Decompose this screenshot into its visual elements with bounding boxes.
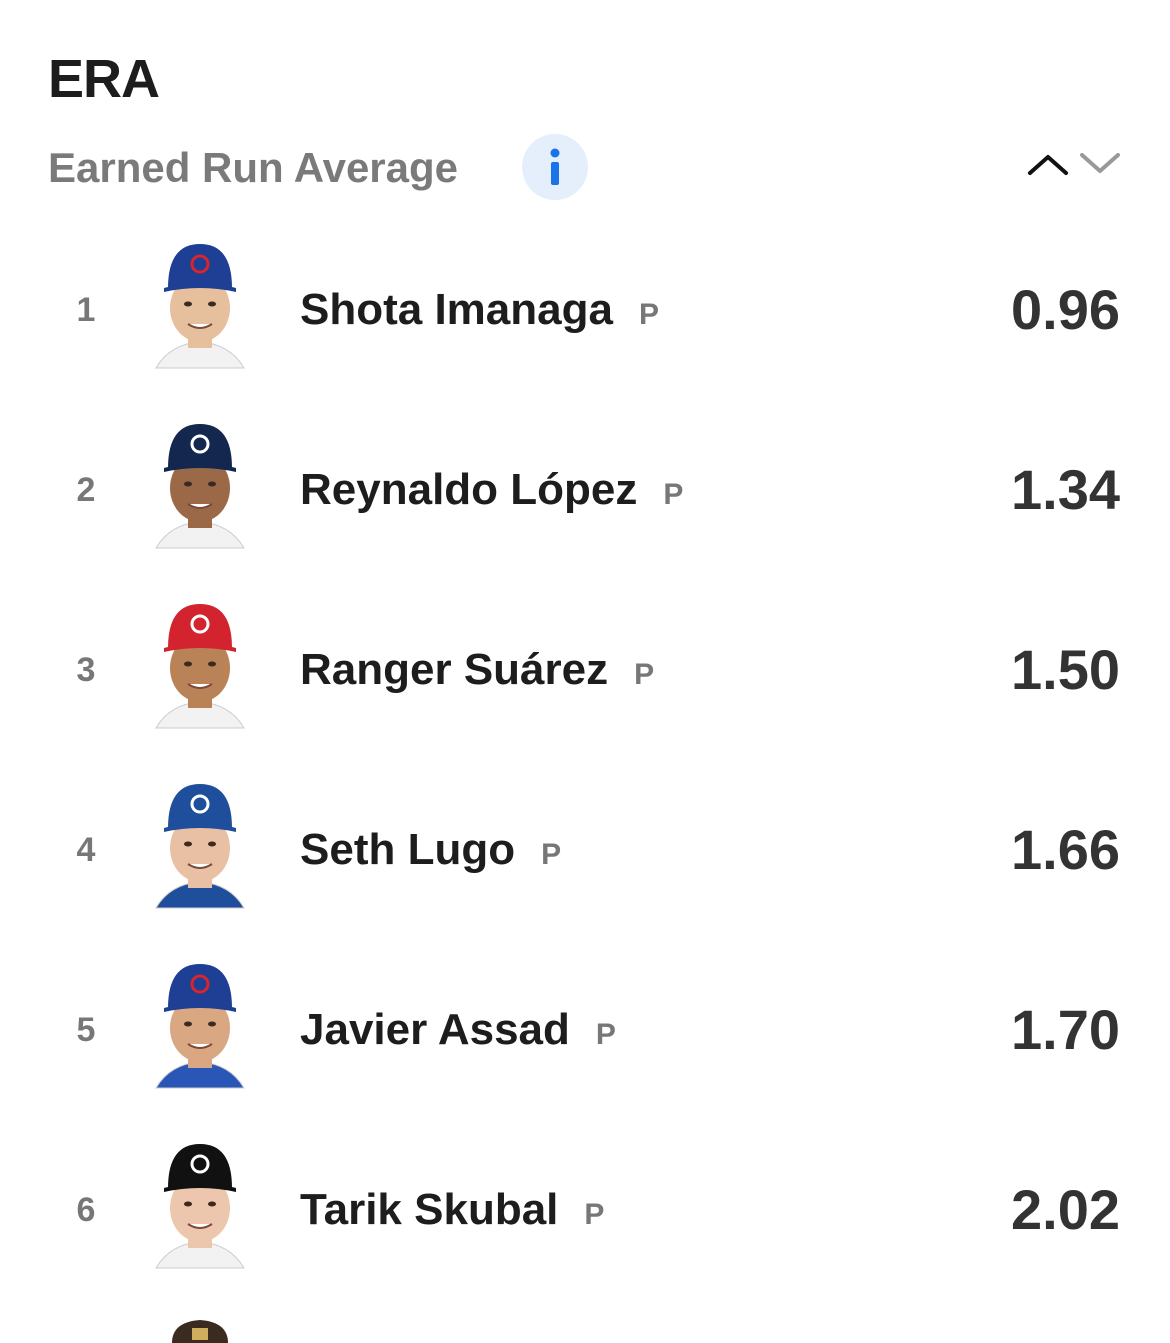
- player-position: P: [663, 478, 684, 511]
- sort-descending[interactable]: [1076, 145, 1124, 181]
- stat-value: 0.96: [1011, 278, 1120, 341]
- player-position: P: [595, 1018, 616, 1051]
- leader-row: 1 Shota Imanaga P 0.96: [0, 220, 1170, 400]
- player-info: Ranger Suárez P: [300, 580, 654, 770]
- leader-row: 2 Reynaldo López P 1.34: [0, 400, 1170, 580]
- player-info: Shota Imanaga P: [300, 220, 659, 410]
- rank: 5: [76, 1011, 96, 1049]
- player-name: Reynaldo López: [300, 465, 638, 514]
- player-name: Javier Assad: [300, 1005, 570, 1054]
- stat-value: 1.50: [1011, 638, 1120, 701]
- player-name: Seth Lugo: [300, 825, 516, 874]
- stat-value: 1.66: [1011, 818, 1120, 881]
- leader-row: 6 Tarik Skubal P 2.02: [0, 1120, 1170, 1300]
- player-name: Shota Imanaga: [300, 285, 613, 334]
- player-position: P: [638, 298, 659, 331]
- player-info: Reynaldo López P: [300, 400, 683, 590]
- player-headshot: [155, 604, 245, 729]
- player-info: Javier Assad P: [300, 940, 616, 1130]
- player-name: Ranger Suárez: [300, 645, 609, 694]
- player-headshot: [155, 784, 245, 909]
- player-headshot: [155, 964, 245, 1089]
- stat-title: ERA: [48, 49, 160, 109]
- player-position: P: [541, 838, 562, 871]
- player-headshot: [155, 424, 245, 549]
- player-name: Tarik Skubal: [300, 1185, 559, 1234]
- rank: 6: [76, 1191, 96, 1229]
- player-position: P: [584, 1198, 605, 1231]
- sort-ascending[interactable]: [1024, 145, 1072, 181]
- player-headshot: [172, 1320, 228, 1343]
- player-info: Tarik Skubal P: [300, 1120, 604, 1310]
- rank: 1: [76, 291, 96, 329]
- rank: 2: [76, 471, 96, 509]
- player-headshot: [155, 244, 245, 369]
- stat-value: 1.34: [1011, 458, 1120, 521]
- info-button[interactable]: [521, 133, 589, 201]
- stat-value: 1.70: [1011, 998, 1120, 1061]
- leader-row: 5 Javier Assad P 1.70: [0, 940, 1170, 1120]
- rank: 3: [76, 651, 96, 689]
- stat-subtitle: Earned Run Average: [48, 144, 459, 191]
- leader-row: 3 Ranger Suárez P 1.50: [0, 580, 1170, 760]
- leader-row: 4 Seth Lugo P 1.66: [0, 760, 1170, 940]
- rank: 4: [76, 831, 96, 869]
- player-headshot: [155, 1144, 245, 1269]
- player-position: P: [634, 658, 655, 691]
- player-info: Seth Lugo P: [300, 760, 561, 950]
- stat-value: 2.02: [1011, 1178, 1120, 1241]
